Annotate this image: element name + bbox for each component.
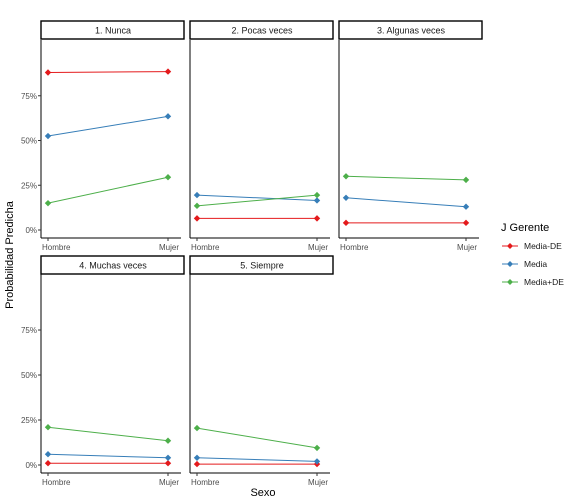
legend-label: Media+DE bbox=[524, 277, 564, 287]
x-tick-label: Hombre bbox=[191, 243, 220, 252]
series-line bbox=[196, 194, 318, 201]
panel-title: 3. Algunas veces bbox=[377, 26, 446, 36]
legend-key-marker bbox=[507, 261, 513, 267]
panel-title: 2. Pocas veces bbox=[231, 26, 293, 36]
panel: 2. Pocas veces Hombre Mujer bbox=[189, 20, 334, 252]
panel: 1. Nunca 0% 25% 50% 75% Hombre Mujer bbox=[21, 20, 185, 252]
y-tick-label: 50% bbox=[21, 137, 37, 146]
data-point bbox=[193, 215, 201, 222]
legend-key-marker bbox=[507, 243, 513, 249]
x-tick-label: Mujer bbox=[457, 243, 477, 252]
legend-item: Media+DE bbox=[502, 277, 564, 287]
series-line bbox=[47, 453, 169, 459]
y-tick-label: 75% bbox=[21, 92, 37, 101]
panel-strip bbox=[338, 20, 483, 40]
data-point bbox=[193, 424, 201, 432]
y-tick-label: 0% bbox=[25, 461, 37, 470]
legend-title: J Gerente bbox=[501, 222, 549, 234]
panel-strip bbox=[40, 20, 185, 40]
series-line bbox=[345, 175, 467, 181]
data-point bbox=[44, 460, 52, 467]
data-point bbox=[193, 460, 201, 468]
series-line bbox=[196, 194, 318, 207]
data-point bbox=[342, 219, 350, 227]
series-line bbox=[196, 457, 318, 462]
panel-title: 1. Nunca bbox=[95, 26, 131, 36]
data-point bbox=[164, 437, 172, 444]
y-tick-label: 25% bbox=[21, 181, 37, 190]
y-tick-label: 25% bbox=[21, 416, 37, 425]
series-line bbox=[47, 176, 169, 204]
panel-title: 4. Muchas veces bbox=[79, 261, 147, 271]
series-line bbox=[47, 426, 169, 442]
x-tick-label: Hombre bbox=[340, 243, 369, 252]
x-tick-label: Mujer bbox=[159, 243, 179, 252]
x-tick-label: Hombre bbox=[191, 478, 220, 487]
series-line bbox=[47, 71, 169, 73]
y-axis-title: Probabilidad Predicha bbox=[4, 200, 16, 309]
series-line bbox=[196, 427, 318, 449]
data-point bbox=[313, 215, 321, 222]
series-line bbox=[345, 197, 467, 208]
data-point bbox=[193, 191, 201, 199]
legend-item: Media-DE bbox=[502, 241, 562, 251]
data-point bbox=[44, 451, 52, 458]
data-point bbox=[313, 444, 321, 452]
data-point bbox=[342, 194, 350, 201]
y-tick-label: 0% bbox=[25, 226, 37, 235]
data-point bbox=[164, 68, 172, 75]
x-tick-label: Mujer bbox=[308, 243, 328, 252]
y-tick-label: 50% bbox=[21, 371, 37, 380]
data-point bbox=[342, 173, 350, 180]
data-point bbox=[44, 132, 52, 140]
data-point bbox=[462, 176, 470, 184]
data-point bbox=[193, 202, 201, 210]
legend-label: Media bbox=[524, 259, 547, 269]
x-tick-label: Mujer bbox=[159, 478, 179, 487]
panel: 4. Muchas veces 0% 25% 50% 75% Hombre Mujer bbox=[21, 255, 185, 487]
series-line bbox=[47, 115, 169, 137]
data-point bbox=[164, 113, 172, 120]
panel-strip bbox=[189, 20, 334, 40]
data-point bbox=[462, 219, 470, 227]
data-point bbox=[44, 199, 52, 207]
data-point bbox=[313, 458, 321, 465]
y-tick-label: 75% bbox=[21, 326, 37, 335]
data-point bbox=[164, 454, 172, 462]
panel: 5. Siempre Hombre Mujer bbox=[189, 255, 334, 487]
data-point bbox=[313, 191, 321, 199]
data-point bbox=[193, 454, 201, 462]
panel-strip bbox=[189, 255, 334, 275]
data-point bbox=[44, 424, 52, 431]
legend: J Gerente Media-DE Media Media+DE bbox=[501, 222, 564, 287]
legend-item: Media bbox=[502, 259, 547, 269]
x-axis-title: Sexo bbox=[250, 487, 275, 499]
legend-key-marker bbox=[507, 279, 513, 285]
data-point bbox=[313, 197, 321, 204]
data-point bbox=[164, 460, 172, 467]
data-point bbox=[44, 69, 52, 76]
data-point bbox=[462, 203, 470, 210]
x-tick-label: Mujer bbox=[308, 478, 328, 487]
x-tick-label: Hombre bbox=[42, 243, 71, 252]
panel-title: 5. Siempre bbox=[240, 261, 284, 271]
data-point bbox=[164, 174, 172, 181]
x-tick-label: Hombre bbox=[42, 478, 71, 487]
panel-strip bbox=[40, 255, 185, 275]
panel: 3. Algunas veces Hombre Mujer bbox=[338, 20, 483, 252]
legend-label: Media-DE bbox=[524, 241, 562, 251]
